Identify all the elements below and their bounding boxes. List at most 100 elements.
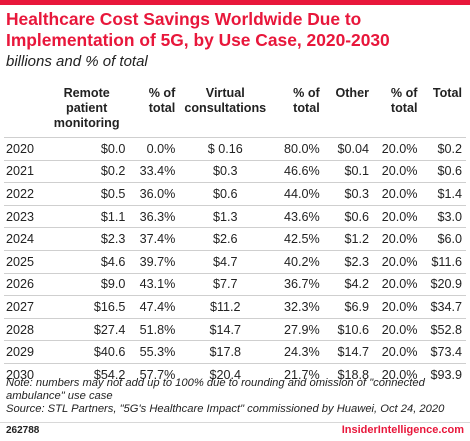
table-cell: $4.6	[48, 249, 130, 274]
row-year: 2027	[4, 295, 48, 319]
table-cell: 33.4%	[129, 159, 180, 183]
table-cell: $14.7	[179, 317, 276, 341]
table-cell: 20.0%	[373, 182, 422, 206]
table-cell: $14.7	[323, 340, 374, 364]
column-header-5: Other	[335, 86, 370, 100]
table-cell: $2.6	[179, 227, 276, 251]
table-cell: 32.3%	[275, 295, 324, 319]
table-cell: 36.7%	[275, 272, 324, 296]
table-cell: $34.7	[421, 295, 466, 319]
table-row: 2020 $0.0 0.0% $ 0.16 80.0% $0.04 20.0% $0.2	[4, 137, 466, 161]
table-cell: $0.0	[48, 137, 130, 161]
table-cell: $73.4	[421, 340, 466, 364]
table-cell: $1.2	[323, 227, 374, 251]
table-cell: $0.6	[179, 182, 276, 206]
column-header-3: Virtual consultations	[184, 86, 267, 115]
column-header-0	[4, 86, 48, 138]
table-cell: $4.7	[179, 249, 276, 274]
table-cell: 20.0%	[373, 249, 422, 274]
table-cell: 20.0%	[373, 204, 422, 228]
source-text: Source: STL Partners, "5G's Healthcare I…	[6, 403, 445, 415]
table-cell: 46.6%	[275, 159, 324, 183]
table-cell: 47.4%	[129, 295, 180, 319]
table-cell: $17.8	[179, 340, 276, 364]
table-cell: $6.0	[421, 227, 466, 251]
table-row: 2026 $9.0 43.1% $7.7 36.7% $4.2 20.0% $20.9	[4, 272, 466, 296]
table-cell: $18.8	[323, 362, 374, 386]
table-cell: 20.0%	[373, 137, 422, 161]
table-cell: $27.4	[48, 317, 130, 341]
table-cell: $2.3	[48, 227, 130, 251]
table-cell: $7.7	[179, 272, 276, 296]
table-cell: 43.6%	[275, 204, 324, 228]
table-cell: $0.3	[179, 159, 276, 183]
row-year: 2029	[4, 340, 48, 364]
table-cell: 0.0%	[129, 137, 180, 161]
footer: 262788 InsiderIntelligence.com	[0, 422, 470, 441]
table-cell: $9.0	[48, 272, 130, 296]
header-row: Remote patient monitoring % of total Virtu…	[4, 86, 466, 138]
column-header-6: % of total	[390, 86, 418, 115]
column-header-1: Remote patient monitoring	[53, 86, 120, 130]
table-row: 2023 $1.1 36.3% $1.3 43.6% $0.6 20.0% $3.0	[4, 204, 466, 228]
chart-title: Healthcare Cost Savings Worldwide Due to…	[6, 9, 390, 50]
row-year: 2023	[4, 204, 48, 228]
table-row: 2022 $0.5 36.0% $0.6 44.0% $0.3 20.0% $1.4	[4, 182, 466, 206]
table-cell: $ 0.16	[179, 137, 276, 161]
row-year: 2026	[4, 272, 48, 296]
table-cell: 36.0%	[129, 182, 180, 206]
table-cell: $0.5	[48, 182, 130, 206]
table-cell: 43.1%	[129, 272, 180, 296]
table-cell: 51.8%	[129, 317, 180, 341]
table-cell: 36.3%	[129, 204, 180, 228]
table-cell: $0.6	[323, 204, 374, 228]
table-cell: $3.0	[421, 204, 466, 228]
chart-subtitle: billions and % of total	[6, 53, 148, 70]
table-cell: $93.9	[421, 362, 466, 386]
table-cell: 20.0%	[373, 340, 422, 364]
table-header: Remote patient monitoring % of total Virtu…	[4, 86, 466, 138]
table-cell: $4.2	[323, 272, 374, 296]
table-cell: $0.6	[421, 159, 466, 183]
table-cell: 21.7%	[275, 362, 324, 386]
table-cell: $10.6	[323, 317, 374, 341]
table-row: 2027 $16.5 47.4% $11.2 32.3% $6.9 20.0% $34.7	[4, 295, 466, 319]
table-cell: $20.9	[421, 272, 466, 296]
table-cell: $1.3	[179, 204, 276, 228]
table-cell: 20.0%	[373, 295, 422, 319]
column-header-7: Total	[432, 86, 462, 100]
column-header-2: % of total	[148, 86, 176, 115]
row-year: 2028	[4, 317, 48, 341]
table-cell: $0.04	[323, 137, 374, 161]
note-text: Note: numbers may not add up to 100% due…	[6, 377, 425, 402]
table-row: 2029 $40.6 55.3% $17.8 24.3% $14.7 20.0% $73.4	[4, 340, 466, 364]
table-cell: 20.0%	[373, 159, 422, 183]
column-header-4: % of total	[293, 86, 320, 115]
table-body: 2020 $0.0 0.0% $ 0.16 80.0% $0.04 20.0% $0.2 202…	[4, 137, 466, 386]
brand-link[interactable]: InsiderIntelligence.com	[341, 424, 464, 436]
chart-id: 262788	[6, 425, 40, 436]
table-row: 2024 $2.3 37.4% $2.6 42.5% $1.2 20.0% $6.0	[4, 227, 466, 251]
table-cell: 40.2%	[275, 249, 324, 274]
table-cell: 42.5%	[275, 227, 324, 251]
table-cell: $11.2	[179, 295, 276, 319]
table-cell: 39.7%	[129, 249, 180, 274]
table-cell: $0.2	[48, 159, 130, 183]
row-year: 2022	[4, 182, 48, 206]
top-accent-bar	[0, 0, 470, 5]
row-year: 2024	[4, 227, 48, 251]
table-cell: $52.8	[421, 317, 466, 341]
table-cell: 55.3%	[129, 340, 180, 364]
row-year: 2025	[4, 249, 48, 274]
row-year: 2021	[4, 159, 48, 183]
table-row: 2025 $4.6 39.7% $4.7 40.2% $2.3 20.0% $11.6	[4, 249, 466, 274]
table-cell: $0.2	[421, 137, 466, 161]
table-cell: 27.9%	[275, 317, 324, 341]
table-cell: $40.6	[48, 340, 130, 364]
table-row: 2021 $0.2 33.4% $0.3 46.6% $0.1 20.0% $0.6	[4, 159, 466, 183]
table-cell: $11.6	[421, 249, 466, 274]
table-cell: $0.1	[323, 159, 374, 183]
table-cell: 24.3%	[275, 340, 324, 364]
table-cell: 57.7%	[129, 362, 180, 386]
table-row: 2030 $54.2 57.7% $20.4 21.7% $18.8 20.0% $93.9	[4, 362, 466, 386]
